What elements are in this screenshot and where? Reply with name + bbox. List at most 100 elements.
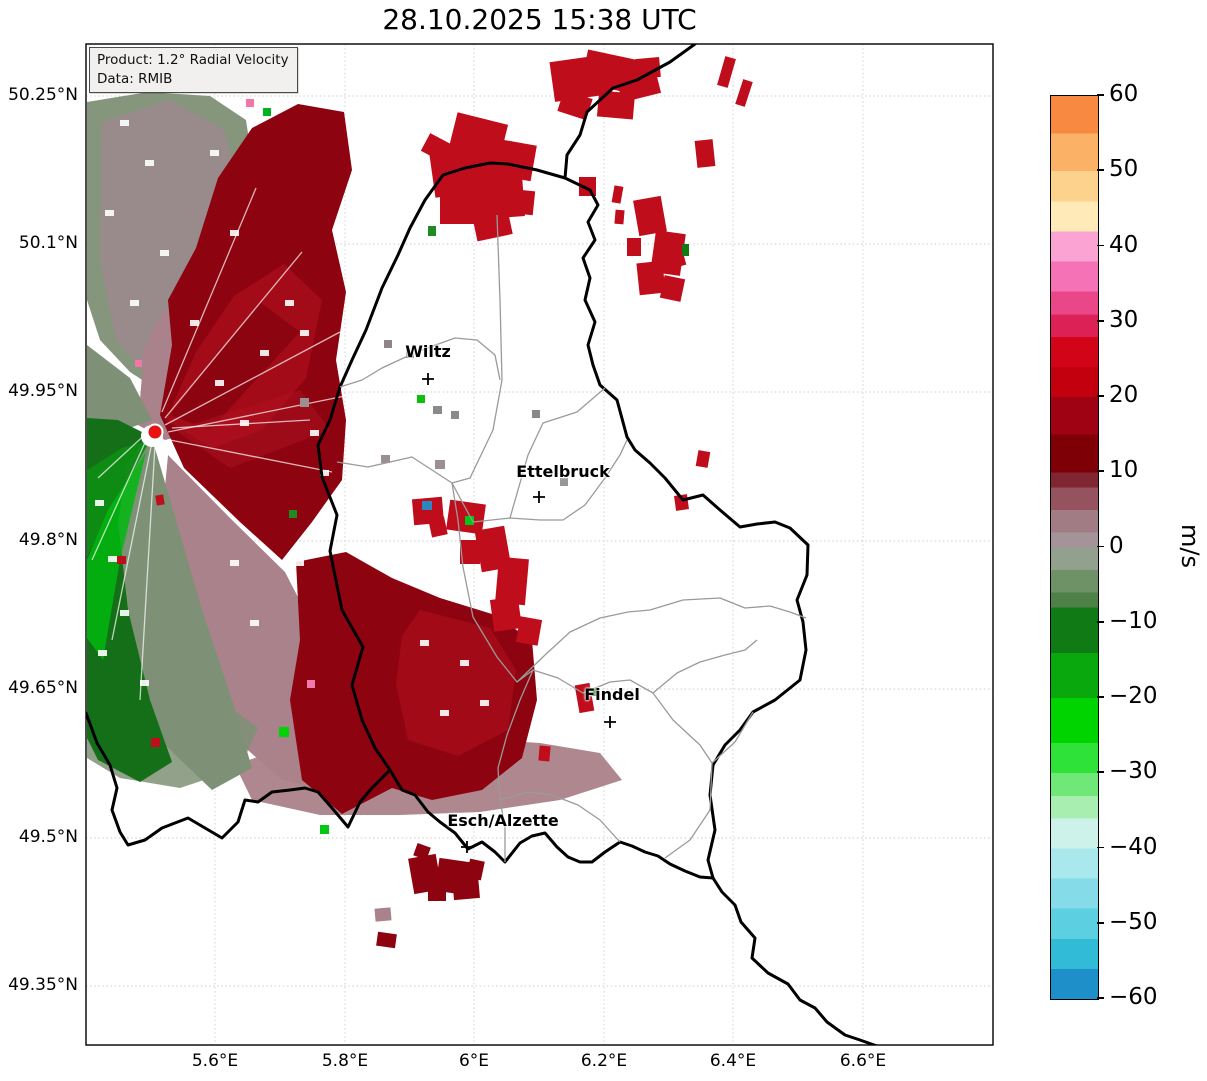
velocity-cell xyxy=(659,275,686,302)
colorbar-tick-mark xyxy=(1097,94,1104,96)
velocity-cell xyxy=(460,540,480,564)
white-speckle xyxy=(300,330,309,336)
district-borders xyxy=(336,214,807,862)
velocity-region-main-streak-dark xyxy=(170,302,300,430)
white-speckle xyxy=(250,620,259,626)
white-speckle xyxy=(98,650,107,656)
white-speckle xyxy=(105,210,114,216)
country-border-path xyxy=(711,876,879,1045)
city-markers xyxy=(422,373,616,853)
velocity-speck xyxy=(384,340,392,348)
radial-streak xyxy=(161,187,257,413)
velocity-cell xyxy=(717,56,736,88)
velocity-cell xyxy=(452,874,480,901)
white-speckle xyxy=(145,160,154,166)
radar-velocity-field xyxy=(87,49,753,949)
colorbar-tick-mark xyxy=(1097,846,1104,849)
colorbar-tick-mark xyxy=(1097,696,1104,698)
white-speckle xyxy=(230,230,239,236)
city-label-wiltz: Wiltz xyxy=(405,342,451,361)
district-border-path xyxy=(339,337,501,388)
velocity-speck xyxy=(320,825,329,834)
lon-tick-label: 6°E xyxy=(458,1051,490,1071)
white-speckle xyxy=(295,560,304,566)
white-speckle xyxy=(190,320,199,326)
lat-tick-label: 50.25°N xyxy=(8,85,78,105)
colorbar-tick-label: 50 xyxy=(1109,156,1139,183)
white-speckle xyxy=(140,680,149,686)
velocity-cell xyxy=(411,496,445,526)
white-speckle xyxy=(108,556,117,562)
city-label-esch-alzette: Esch/Alzette xyxy=(447,811,559,830)
district-border-path xyxy=(652,639,758,694)
white-speckle xyxy=(130,300,139,306)
data-source-label: Data: RMIB xyxy=(97,70,173,87)
lon-tick-label: 6.2°E xyxy=(580,1051,628,1071)
velocity-cell xyxy=(506,188,536,216)
velocity-cell xyxy=(413,842,431,861)
velocity-speck xyxy=(381,455,390,463)
velocity-cell xyxy=(627,238,641,256)
velocity-cell xyxy=(538,745,551,762)
white-speckle xyxy=(120,120,129,126)
velocity-cell xyxy=(635,56,661,80)
colorbar-tick-label: −60 xyxy=(1109,984,1158,1010)
country-border-path xyxy=(316,161,567,772)
district-border-path xyxy=(516,597,807,683)
radar-site-dot xyxy=(146,423,164,441)
radial-streak xyxy=(91,435,149,561)
white-speckle xyxy=(215,380,224,386)
velocity-cell xyxy=(694,139,716,168)
velocity-cell xyxy=(489,596,523,632)
lat-tick-label: 50.1°N xyxy=(18,233,78,253)
colorbar-tick-mark xyxy=(1097,319,1104,322)
colorbar-tick-label: 60 xyxy=(1109,81,1139,107)
radial-streak xyxy=(111,441,153,641)
lon-tick-label: 5.6°E xyxy=(191,1051,239,1071)
velocity-cell xyxy=(695,450,711,468)
velocity-cell xyxy=(596,90,636,120)
velocity-speck xyxy=(560,478,568,486)
colorbar-tick-label: 10 xyxy=(1109,457,1139,484)
velocity-cell xyxy=(151,738,160,747)
velocity-cell xyxy=(155,494,165,506)
colorbar-tick-mark xyxy=(1097,545,1104,548)
velocity-cell xyxy=(471,204,513,242)
colorbar-tick-label: −30 xyxy=(1109,758,1158,785)
velocity-speck xyxy=(532,410,540,418)
district-border-path xyxy=(497,669,534,862)
colorbar-tick-label: −50 xyxy=(1109,908,1158,935)
lon-tick-label: 5.8°E xyxy=(321,1051,369,1071)
city-marker-ettelbruck xyxy=(533,491,545,503)
district-border-path xyxy=(711,711,754,764)
colorbar-tick-label: −40 xyxy=(1109,833,1158,860)
colorbar-tick-mark xyxy=(1097,395,1104,397)
velocity-speck xyxy=(590,688,598,696)
colorbar-tick-mark xyxy=(1097,997,1104,999)
velocity-cell xyxy=(491,138,537,182)
lat-tick-label: 49.8°N xyxy=(18,530,78,550)
colorbar-tick-mark xyxy=(1097,921,1104,924)
radial-streak xyxy=(139,444,156,701)
white-speckle xyxy=(160,250,169,256)
velocity-cell xyxy=(374,907,392,922)
colorbar-tick-mark xyxy=(1097,771,1104,774)
colorbar-tick-label: 0 xyxy=(1109,532,1124,559)
velocity-speck xyxy=(435,460,445,469)
colorbar-unit-label: m/s xyxy=(1175,523,1204,568)
velocity-cell xyxy=(376,931,397,949)
colorbar-tick-label: −20 xyxy=(1109,683,1158,709)
white-speckle xyxy=(460,660,469,666)
velocity-speck xyxy=(307,680,315,688)
velocity-speck xyxy=(451,411,459,419)
velocity-cell xyxy=(636,260,666,296)
velocity-speck xyxy=(465,516,474,525)
white-speckle xyxy=(440,710,449,716)
velocity-cell xyxy=(614,209,625,225)
colorbar-tick-mark xyxy=(1097,169,1104,172)
lon-tick-label: 6.4°E xyxy=(709,1051,757,1071)
lat-tick-label: 49.35°N xyxy=(8,975,78,995)
country-border-path xyxy=(563,44,697,180)
colorbar-tick-label: 30 xyxy=(1109,306,1139,333)
